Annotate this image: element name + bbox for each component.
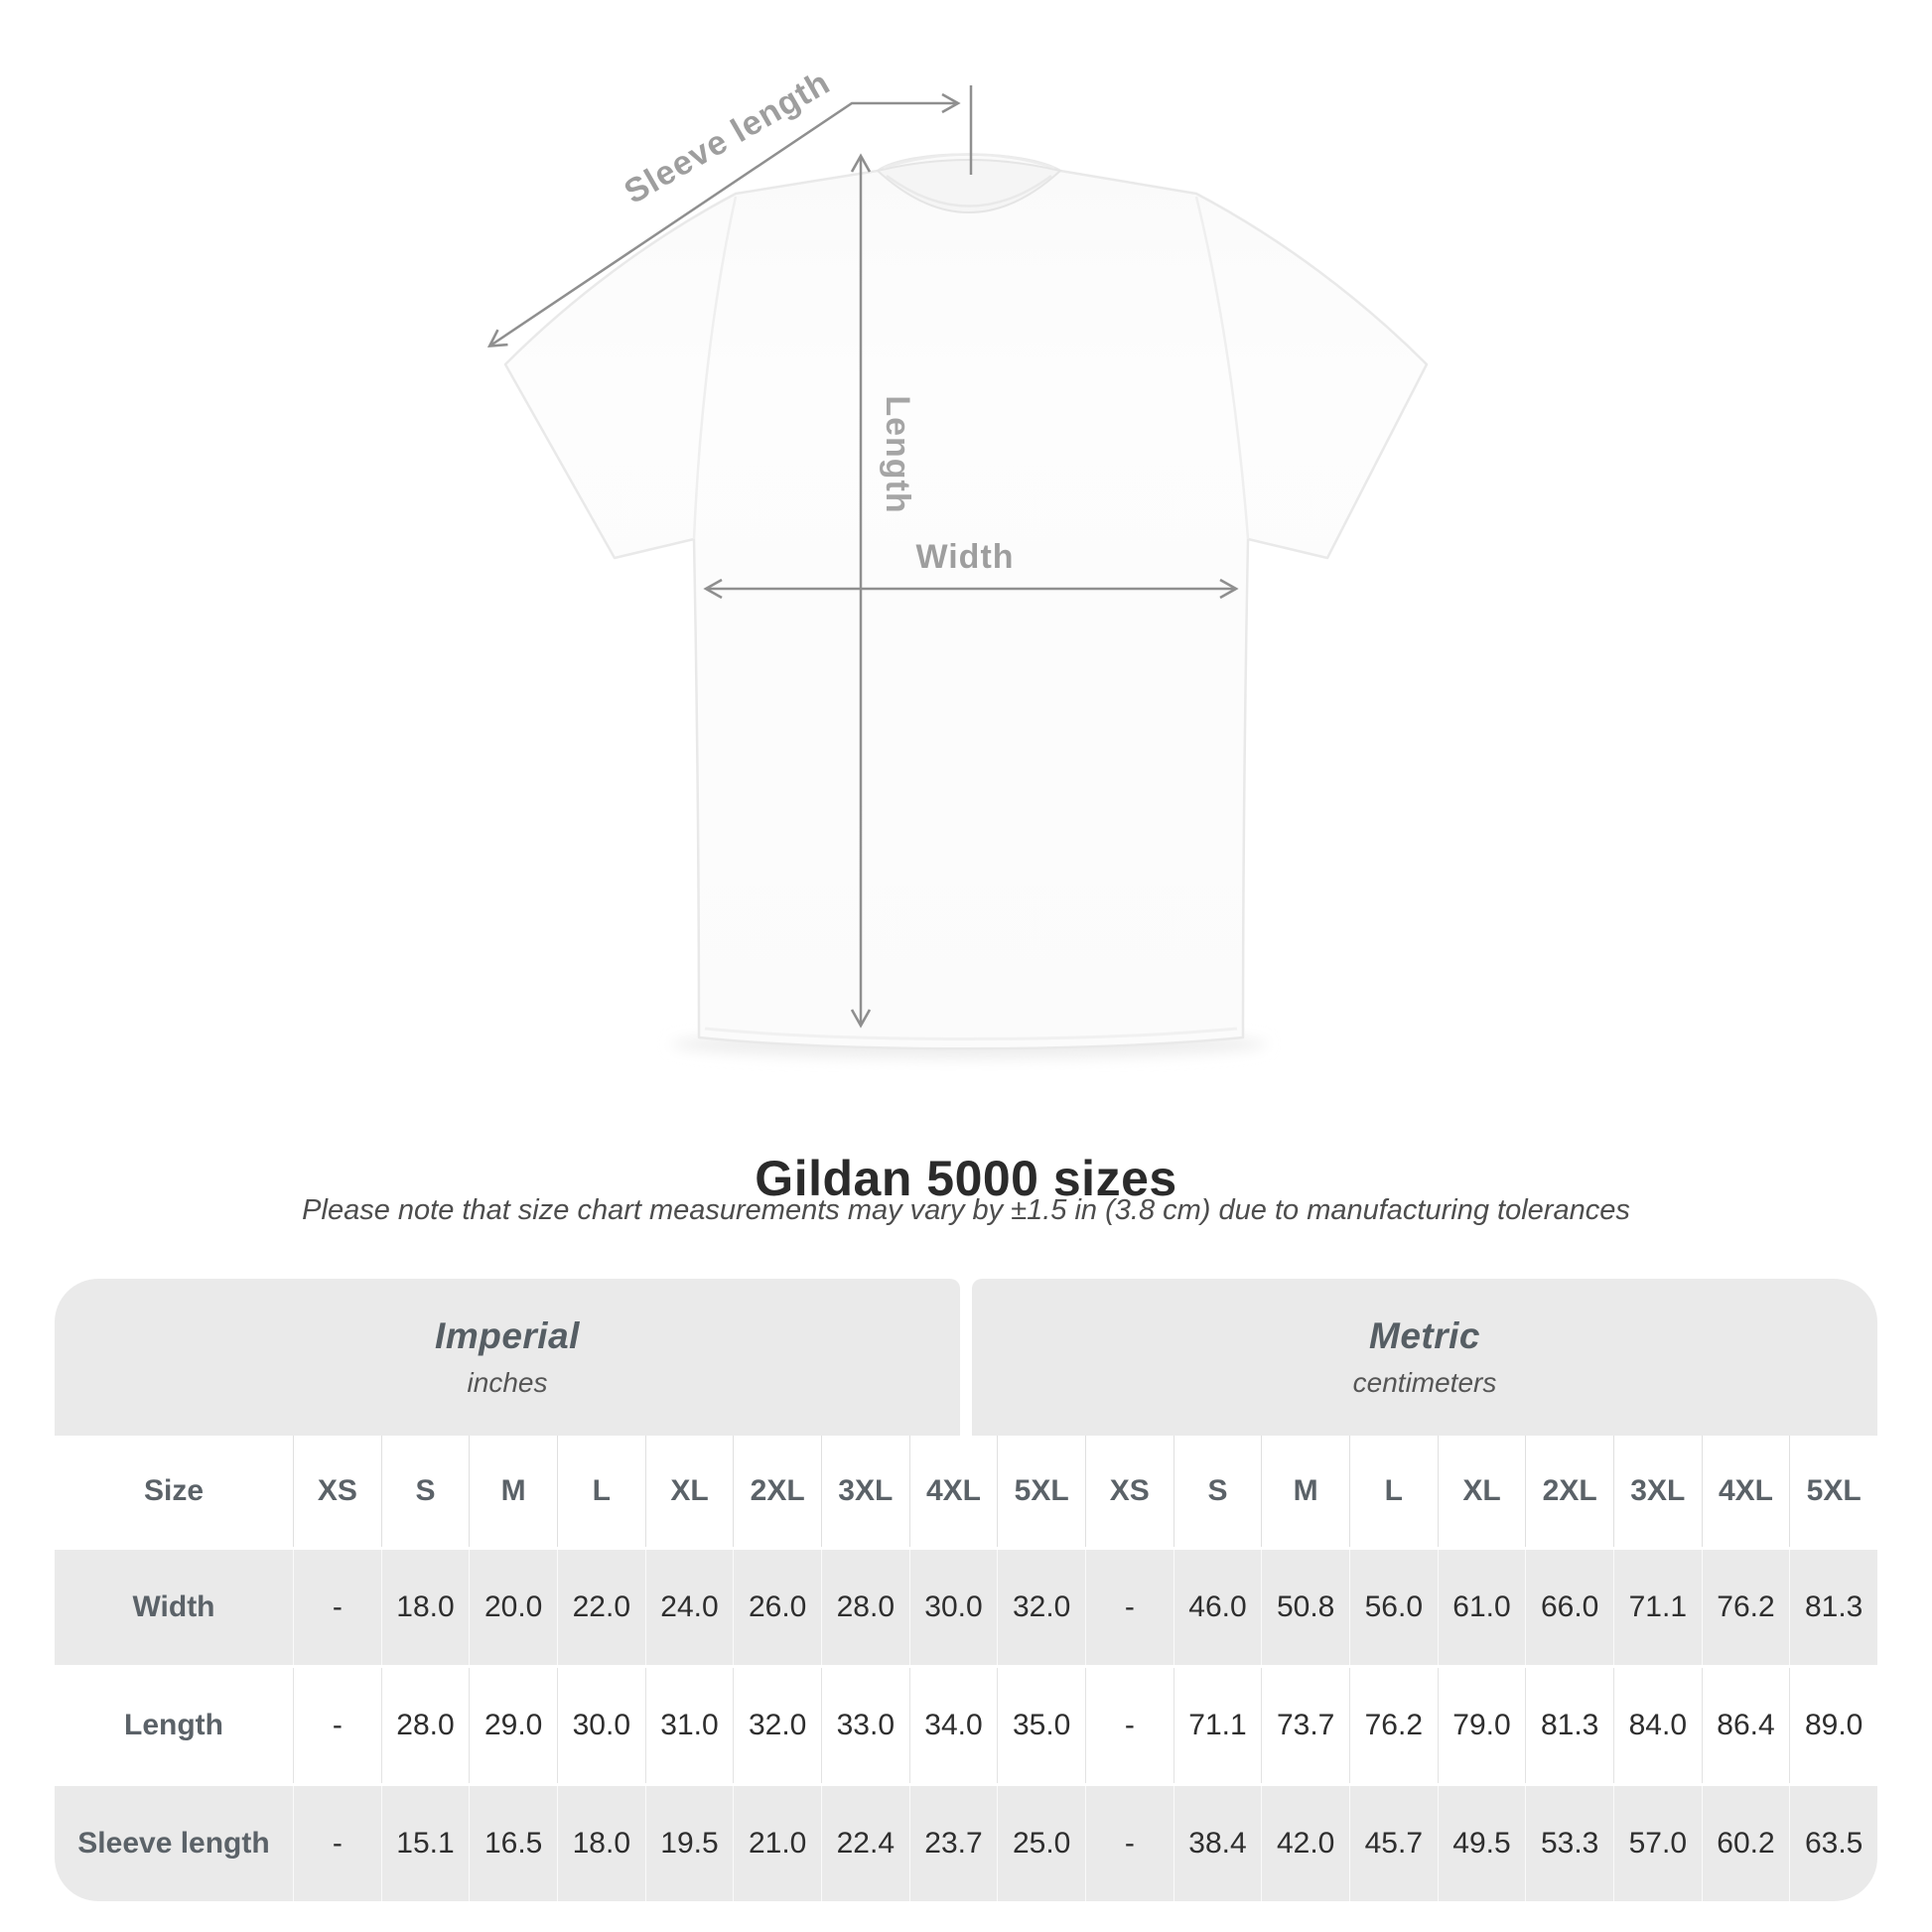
imperial-group-header: Imperial inches <box>55 1279 960 1436</box>
value-cell: 50.8 <box>1261 1550 1349 1665</box>
size-col: 2XL <box>1525 1436 1613 1547</box>
row-label: Width <box>132 1590 215 1623</box>
size-header: Size <box>143 1474 205 1507</box>
value-cell: 23.7 <box>908 1786 998 1901</box>
tshirt-body <box>503 153 1429 1050</box>
value-cell: 26.0 <box>733 1550 821 1665</box>
value-cell: 76.2 <box>1348 1668 1438 1783</box>
width-label: Width <box>915 538 1014 576</box>
value-cell: 30.0 <box>908 1550 998 1665</box>
value-cell: 22.0 <box>556 1550 645 1665</box>
value-cell: - <box>1084 1668 1173 1783</box>
value-cell: 66.0 <box>1525 1550 1613 1665</box>
size-col: S <box>1173 1436 1262 1547</box>
value-cell: 79.0 <box>1437 1668 1526 1783</box>
value-cell: 20.0 <box>469 1550 557 1665</box>
size-col: 5XL <box>997 1436 1085 1547</box>
value-cell: 21.0 <box>733 1786 821 1901</box>
value-cell: 71.1 <box>1173 1668 1262 1783</box>
value-cell: 30.0 <box>556 1668 645 1783</box>
value-cell: - <box>293 1550 381 1665</box>
value-cell: 71.1 <box>1612 1550 1702 1665</box>
row-label: Sleeve length <box>77 1827 270 1860</box>
value-cell: 38.4 <box>1173 1786 1262 1901</box>
size-table: Imperial inches Metric centimeters Size … <box>55 1279 1877 1901</box>
size-col: 2XL <box>733 1436 821 1547</box>
value-cell: - <box>293 1668 381 1783</box>
value-cell: 24.0 <box>644 1550 734 1665</box>
size-col: S <box>380 1436 470 1547</box>
size-col: 3XL <box>820 1436 909 1547</box>
value-cell: - <box>293 1786 381 1901</box>
size-col: XS <box>1084 1436 1173 1547</box>
value-cell: 53.3 <box>1525 1786 1613 1901</box>
value-cell: 32.0 <box>997 1550 1085 1665</box>
imperial-unit: inches <box>467 1367 548 1398</box>
table-row-width: Width - 18.0 20.0 22.0 24.0 26.0 28.0 30… <box>55 1547 1877 1665</box>
size-col: 4XL <box>908 1436 998 1547</box>
value-cell: 60.2 <box>1701 1786 1790 1901</box>
size-col: 5XL <box>1789 1436 1877 1547</box>
size-col: XL <box>1437 1436 1526 1547</box>
value-cell: - <box>1084 1786 1173 1901</box>
value-cell: 31.0 <box>644 1668 734 1783</box>
value-cell: 89.0 <box>1789 1668 1877 1783</box>
value-cell: 19.5 <box>644 1786 734 1901</box>
value-cell: 18.0 <box>556 1786 645 1901</box>
value-cell: 63.5 <box>1789 1786 1877 1901</box>
value-cell: 34.0 <box>908 1668 998 1783</box>
value-cell: 32.0 <box>733 1668 821 1783</box>
value-cell: 18.0 <box>380 1550 470 1665</box>
value-cell: - <box>1084 1550 1173 1665</box>
value-cell: 61.0 <box>1437 1550 1526 1665</box>
size-col: L <box>1348 1436 1438 1547</box>
size-col: M <box>469 1436 557 1547</box>
value-cell: 81.3 <box>1789 1550 1877 1665</box>
metric-group-header: Metric centimeters <box>972 1279 1877 1436</box>
size-col: 4XL <box>1701 1436 1790 1547</box>
size-header-row: Size XS S M L XL 2XL 3XL 4XL 5XL XS S M … <box>55 1436 1877 1547</box>
value-cell: 84.0 <box>1612 1668 1702 1783</box>
value-cell: 76.2 <box>1701 1550 1790 1665</box>
metric-label: Metric <box>1369 1315 1480 1356</box>
size-col: XL <box>644 1436 734 1547</box>
tshirt-right-seam <box>1194 196 1250 540</box>
value-cell: 16.5 <box>469 1786 557 1901</box>
size-col: L <box>556 1436 645 1547</box>
imperial-label: Imperial <box>435 1315 580 1356</box>
value-cell: 86.4 <box>1701 1668 1790 1783</box>
length-label: Length <box>879 395 916 513</box>
value-cell: 45.7 <box>1348 1786 1438 1901</box>
value-cell: 81.3 <box>1525 1668 1613 1783</box>
value-cell: 57.0 <box>1612 1786 1702 1901</box>
value-cell: 49.5 <box>1437 1786 1526 1901</box>
value-cell: 33.0 <box>820 1668 909 1783</box>
value-cell: 22.4 <box>820 1786 909 1901</box>
value-cell: 73.7 <box>1261 1668 1349 1783</box>
value-cell: 29.0 <box>469 1668 557 1783</box>
metric-unit: centimeters <box>1352 1367 1497 1398</box>
page-title: Gildan 5000 sizes <box>755 1151 1177 1206</box>
tshirt-hem-line <box>704 1027 1238 1040</box>
value-cell: 56.0 <box>1348 1550 1438 1665</box>
size-col: 3XL <box>1612 1436 1702 1547</box>
unit-group-row: Imperial inches Metric centimeters <box>55 1279 1877 1436</box>
value-cell: 25.0 <box>997 1786 1085 1901</box>
value-cell: 42.0 <box>1261 1786 1349 1901</box>
value-cell: 28.0 <box>380 1668 470 1783</box>
value-cell: 15.1 <box>380 1786 470 1901</box>
size-col: M <box>1261 1436 1349 1547</box>
value-cell: 28.0 <box>820 1550 909 1665</box>
value-cell: 46.0 <box>1173 1550 1262 1665</box>
tshirt-diagram: Sleeve length Length Width <box>486 64 1429 1058</box>
tolerance-note: Please note that size chart measurements… <box>302 1194 1630 1226</box>
size-col: XS <box>293 1436 381 1547</box>
table-row-length: Length - 28.0 29.0 30.0 31.0 32.0 33.0 3… <box>55 1665 1877 1783</box>
sleeve-length-arrow <box>486 92 961 348</box>
row-label: Length <box>124 1709 223 1741</box>
value-cell: 35.0 <box>997 1668 1085 1783</box>
table-row-sleeve-length: Sleeve length - 15.1 16.5 18.0 19.5 21.0… <box>55 1783 1877 1901</box>
